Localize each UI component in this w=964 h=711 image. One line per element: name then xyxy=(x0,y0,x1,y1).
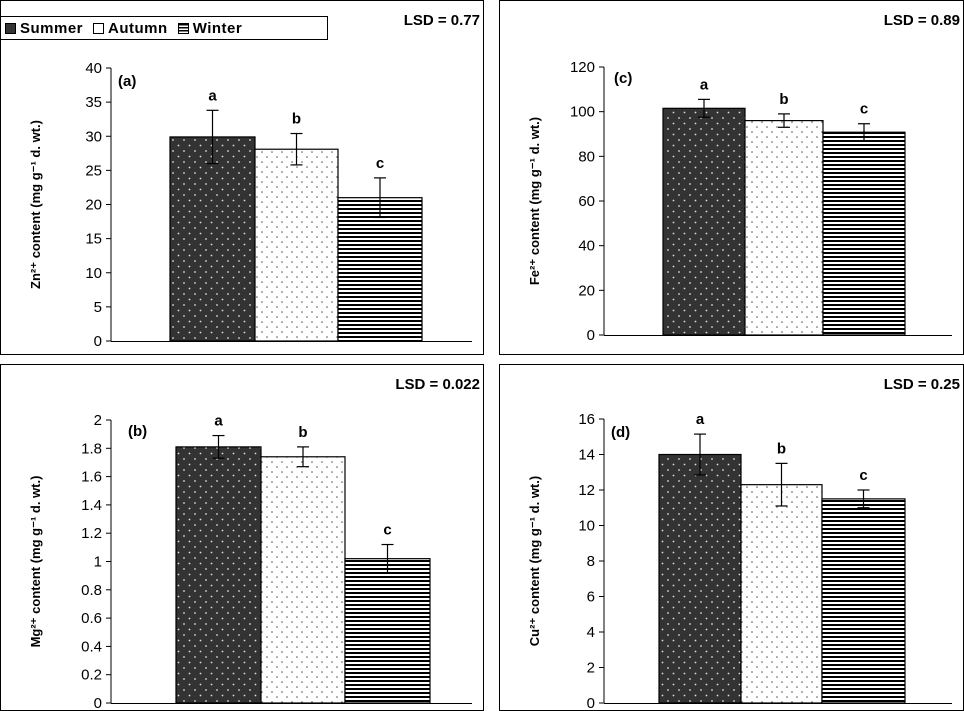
chart-panel-4: 0 2 4 6 8 10 12 14 16 Cu²⁺ content (mg g⁻¹ d. wt.… xyxy=(499,364,964,711)
y-tick-label: 1.6 xyxy=(81,469,102,486)
chart-panel-1: 0 5 10 15 20 25 30 35 40 Zn²⁺ content (mg g⁻¹ d. … xyxy=(0,0,484,355)
y-axis-label: Fe²⁺ content (mg g⁻¹ d. wt.) xyxy=(527,117,542,285)
y-tick-label: 25 xyxy=(85,162,102,179)
y-tick-label: 0 xyxy=(94,695,102,711)
significance-letter: c xyxy=(860,101,868,118)
winter-swatch-icon xyxy=(177,22,189,34)
y-tick-label: 20 xyxy=(578,282,595,299)
autumn-swatch-icon xyxy=(93,22,105,34)
significance-letter: b xyxy=(777,440,786,457)
summer-swatch-icon xyxy=(5,22,16,34)
significance-letter: c xyxy=(859,467,867,484)
y-tick-label: 0.6 xyxy=(81,610,102,627)
legend-label-autumn: Autumn xyxy=(108,19,168,37)
legend-item-summer: Summer xyxy=(5,20,83,37)
panel-label: (b) xyxy=(128,423,147,440)
significance-letter: a xyxy=(700,76,709,93)
y-axis-label: Mg²⁺ content (mg g⁻¹ d. wt.) xyxy=(28,476,43,648)
lsd-label: LSD = 0.25 xyxy=(884,376,960,393)
y-tick-label: 16 xyxy=(578,411,595,428)
y-tick-label: 4 xyxy=(587,624,595,641)
bar-winter xyxy=(822,131,906,336)
bar-autumn xyxy=(254,148,339,342)
legend-item-autumn: Autumn xyxy=(93,20,168,37)
y-tick-label: 35 xyxy=(85,94,102,111)
bar-autumn xyxy=(744,119,824,336)
y-tick-label: 1 xyxy=(94,554,102,571)
panel-frame xyxy=(0,0,484,355)
y-tick-label: 80 xyxy=(578,148,595,165)
legend-label-winter: Winter xyxy=(192,19,243,37)
y-axis-label: Cu²⁺ content (mg g⁻¹ d. wt.) xyxy=(527,476,542,646)
y-tick-label: 0.8 xyxy=(81,582,102,599)
legend-item-winter: Winter xyxy=(177,19,243,37)
y-tick-label: 10 xyxy=(578,518,595,535)
legend: Summer Autumn Winter xyxy=(0,16,328,40)
panel-label: (c) xyxy=(614,70,632,87)
y-tick-label: 5 xyxy=(94,299,102,316)
y-tick-label: 14 xyxy=(578,447,595,464)
lsd-label: LSD = 0.77 xyxy=(404,12,480,29)
bar-summer xyxy=(175,446,262,704)
y-tick-label: 1.4 xyxy=(81,497,102,514)
bar-summer xyxy=(169,136,256,342)
bar-winter xyxy=(821,498,906,704)
y-tick-label: 0 xyxy=(94,333,102,350)
y-axis-label: Zn²⁺ content (mg g⁻¹ d. wt.) xyxy=(28,120,43,289)
y-tick-label: 100 xyxy=(570,104,595,121)
y-tick-label: 15 xyxy=(85,231,102,248)
y-tick-label: 6 xyxy=(587,589,595,606)
lsd-label: LSD = 0.89 xyxy=(884,12,960,29)
bar-summer xyxy=(662,107,746,336)
bar-autumn xyxy=(260,456,346,704)
significance-letter: b xyxy=(779,91,788,108)
y-tick-label: 60 xyxy=(578,193,595,210)
y-tick-label: 2 xyxy=(587,660,595,677)
bar-autumn xyxy=(740,484,823,704)
y-tick-label: 120 xyxy=(570,59,595,76)
y-tick-label: 0 xyxy=(587,327,595,344)
lsd-label: LSD = 0.022 xyxy=(395,376,480,393)
legend-label-summer: Summer xyxy=(20,19,84,37)
bar-summer xyxy=(658,453,742,704)
bar-winter xyxy=(337,197,423,342)
panel-label: (a) xyxy=(118,73,136,90)
y-tick-label: 20 xyxy=(85,197,102,214)
significance-letter: b xyxy=(292,111,301,128)
y-tick-label: 0 xyxy=(587,695,595,711)
y-tick-label: 0.2 xyxy=(81,667,102,684)
y-tick-label: 30 xyxy=(85,128,102,145)
y-tick-label: 1.2 xyxy=(81,525,102,542)
bar-winter xyxy=(344,558,431,704)
significance-letter: c xyxy=(383,522,391,539)
y-tick-label: 12 xyxy=(578,482,595,499)
significance-letter: a xyxy=(208,87,217,104)
significance-letter: a xyxy=(696,411,705,428)
chart-panel-3: 0 0.2 0.4 0.6 0.8 1 1.2 1.4 1.6 1.8 2 Mg²⁺ content … xyxy=(0,364,484,711)
significance-letter: a xyxy=(214,413,223,430)
y-tick-label: 40 xyxy=(85,60,102,77)
significance-letter: b xyxy=(298,424,307,441)
chart-panel-2: 0 20 40 60 80 100 120 Fe²⁺ content (mg g⁻¹ d. w… xyxy=(499,0,964,355)
y-tick-label: 40 xyxy=(578,238,595,255)
y-tick-label: 10 xyxy=(85,265,102,282)
y-tick-label: 1.8 xyxy=(81,440,102,457)
significance-letter: c xyxy=(376,155,384,172)
y-tick-label: 2 xyxy=(94,412,102,429)
panel-label: (d) xyxy=(611,424,630,441)
y-tick-label: 0.4 xyxy=(81,638,102,655)
y-tick-label: 8 xyxy=(587,553,595,570)
